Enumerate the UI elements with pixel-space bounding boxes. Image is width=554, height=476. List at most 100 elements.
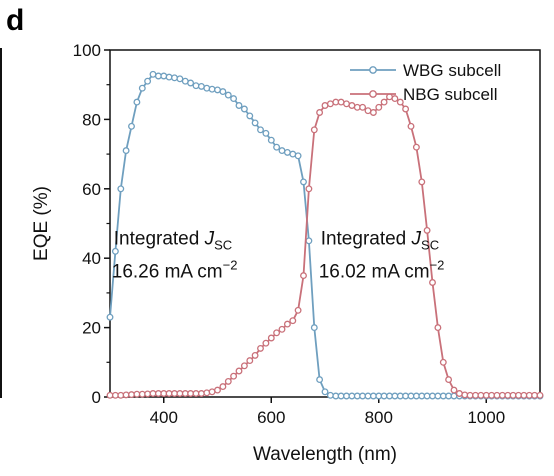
data-point xyxy=(300,178,307,186)
data-point xyxy=(300,272,307,280)
annotation-value: 16.02 mA cm−2 xyxy=(319,257,445,282)
data-point xyxy=(171,74,178,82)
plot-area: 400 600 800 1000 0 20 40 60 80 100 xyxy=(73,41,541,427)
data-point xyxy=(203,389,211,397)
data-point xyxy=(214,386,221,394)
data-point xyxy=(144,77,152,85)
data-point xyxy=(375,103,383,111)
data-point xyxy=(267,136,275,144)
legend-marker xyxy=(369,66,377,74)
data-point xyxy=(305,237,313,245)
data-point xyxy=(396,98,404,106)
data-point xyxy=(122,391,130,399)
annotation-layer: Integrated JSC 16.26 mA cm−2 Integrated JS… xyxy=(112,228,445,282)
data-point xyxy=(257,344,264,352)
data-point xyxy=(219,383,227,391)
data-point xyxy=(187,79,195,87)
data-point xyxy=(106,313,114,321)
y-tick-label: 40 xyxy=(82,249,101,268)
data-point xyxy=(203,84,211,92)
legend-marker xyxy=(369,90,377,98)
data-point xyxy=(326,391,334,399)
data-point xyxy=(429,279,436,286)
data-point xyxy=(450,386,458,394)
y-tick-label: 20 xyxy=(82,319,101,338)
data-point xyxy=(262,339,270,347)
data-point xyxy=(439,358,447,366)
data-point xyxy=(246,112,254,120)
data-point xyxy=(144,390,152,398)
data-point xyxy=(224,91,232,99)
data-point xyxy=(294,306,302,314)
data-point xyxy=(310,324,318,332)
data-point xyxy=(240,105,248,113)
data-point xyxy=(283,320,291,328)
data-point xyxy=(230,95,238,103)
data-point xyxy=(412,143,420,151)
data-point xyxy=(536,391,544,399)
data-point xyxy=(138,84,146,92)
data-point xyxy=(165,73,173,81)
annotation-label: Integrated JSC xyxy=(114,228,232,252)
left-edge-line xyxy=(0,48,2,398)
data-point xyxy=(208,85,216,93)
data-point xyxy=(321,388,329,396)
data-point xyxy=(176,75,184,83)
data-point xyxy=(391,95,399,103)
data-point xyxy=(197,390,205,397)
data-point xyxy=(380,98,388,106)
data-point xyxy=(305,185,313,193)
data-point xyxy=(117,185,125,193)
data-point xyxy=(240,362,248,370)
data-point xyxy=(273,329,281,337)
data-point xyxy=(128,391,135,399)
data-point xyxy=(133,98,141,106)
data-point xyxy=(359,103,367,111)
data-point xyxy=(267,334,275,342)
data-point xyxy=(273,143,281,151)
data-point xyxy=(316,109,324,116)
data-point xyxy=(235,367,243,375)
x-tick-label: 1000 xyxy=(467,408,505,427)
data-point xyxy=(423,226,431,234)
legend: WBG subcell NBG subcell xyxy=(350,61,501,104)
data-point xyxy=(224,377,232,385)
data-point xyxy=(262,129,270,137)
x-tick-label: 800 xyxy=(365,408,393,427)
panel-label: d xyxy=(6,4,25,37)
data-point xyxy=(257,126,264,134)
data-point xyxy=(455,390,463,397)
data-point xyxy=(219,88,227,96)
legend-label: WBG subcell xyxy=(403,61,501,80)
y-tick-label: 100 xyxy=(73,41,101,60)
y-axis-title: EQE (%) xyxy=(31,186,52,261)
y-tick-label: 80 xyxy=(82,110,101,129)
data-point xyxy=(251,351,259,359)
x-tick-label: 600 xyxy=(257,408,285,427)
x-tick-label: 400 xyxy=(150,408,178,427)
annotation-value: 16.26 mA cm−2 xyxy=(112,257,238,282)
data-point xyxy=(111,247,119,255)
data-point xyxy=(128,122,135,130)
x-axis-title: Wavelength (nm) xyxy=(253,444,397,465)
data-point xyxy=(316,376,324,384)
data-point xyxy=(407,122,415,130)
data-point xyxy=(434,324,442,332)
data-point xyxy=(402,105,410,113)
data-point xyxy=(289,317,297,325)
data-point xyxy=(418,178,426,186)
annotation-label: Integrated JSC xyxy=(321,228,439,252)
series-layer xyxy=(106,70,544,400)
data-point xyxy=(246,357,254,365)
y-tick-label: 60 xyxy=(82,180,101,199)
data-point xyxy=(122,147,130,155)
data-point xyxy=(369,109,377,116)
data-point xyxy=(278,325,286,333)
data-point xyxy=(294,152,302,160)
data-point xyxy=(230,372,238,380)
data-point xyxy=(235,102,243,109)
data-point xyxy=(251,119,259,127)
data-point xyxy=(445,376,453,384)
data-point xyxy=(310,126,318,134)
